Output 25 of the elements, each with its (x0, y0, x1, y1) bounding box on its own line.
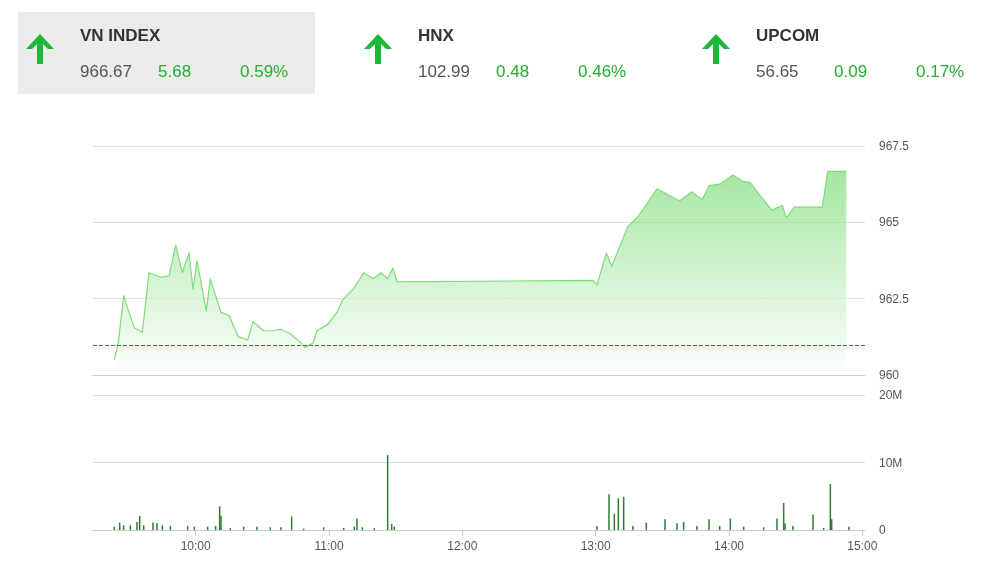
text: 0.48 (496, 62, 530, 82)
x-tick-label: 14:00 (713, 539, 745, 553)
y-tick-label: 0 (879, 523, 886, 537)
text: 0.46% (578, 62, 627, 82)
x-tick-label: 12:00 (447, 539, 478, 553)
text: 0.17% (916, 62, 965, 82)
text: UPCOM (756, 26, 820, 46)
y-tick-label: 10M (879, 455, 903, 470)
x-tick-label: 10:00 (180, 539, 212, 553)
text: HNX (418, 26, 454, 46)
x-tick-label: 11:00 (314, 539, 344, 553)
text: 102.99 (418, 62, 470, 82)
y-tick-label: 962.5 (879, 291, 910, 306)
y-tick-label: 967.5 (879, 139, 910, 153)
text: 56.65 (756, 62, 799, 82)
y-tick-label: 20M (879, 388, 903, 402)
text: 5.68 (158, 62, 192, 82)
y-tick-label: 965 (879, 215, 900, 230)
y-tick-label: 960 (879, 368, 900, 382)
text: 0.09 (834, 62, 868, 82)
text: 966.67 (80, 62, 132, 82)
x-tick-label: 15:00 (847, 539, 878, 553)
x-tick-label: 13:00 (580, 539, 612, 553)
text: VN INDEX (80, 26, 161, 46)
text: 0.59% (240, 62, 289, 82)
